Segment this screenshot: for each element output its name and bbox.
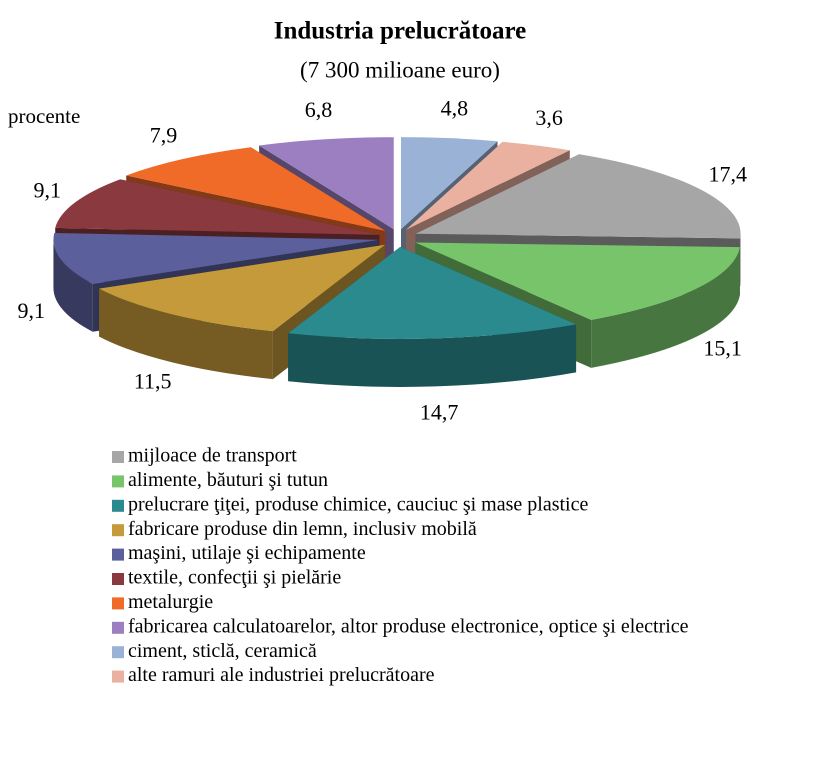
slice-wall [288, 324, 577, 387]
data-label: 9,1 [18, 298, 46, 323]
slice [99, 244, 385, 332]
slice [53, 232, 379, 284]
legend-swatch [112, 646, 124, 659]
legend-label: fabricare produse din lemn, inclusiv mob… [128, 518, 477, 540]
slice [415, 242, 740, 320]
data-label: 6,8 [305, 97, 333, 122]
data-label: 15,1 [703, 336, 742, 361]
slice-wall [591, 247, 740, 368]
data-label: 11,5 [134, 369, 172, 394]
legend-swatch [112, 524, 124, 537]
slice [259, 137, 394, 230]
data-label: 3,6 [535, 105, 563, 130]
data-label: 9,1 [33, 177, 61, 202]
legend-swatch [112, 451, 124, 463]
data-label: 17,4 [708, 162, 747, 187]
slice [415, 154, 741, 239]
legend-label: textile, confecţii şi pielărie [128, 567, 341, 589]
legend-label: metalurgie [128, 591, 213, 613]
data-label: 14,7 [420, 399, 459, 424]
legend-label: maşini, utilaje şi echipamente [128, 542, 366, 564]
slice-wall [53, 239, 93, 332]
data-label: 4,8 [441, 96, 469, 121]
slice [401, 137, 498, 230]
slice [55, 179, 380, 235]
legend-label: alimente, băuturi şi tutun [128, 469, 328, 491]
legend-label: ciment, sticlă, ceramică [128, 640, 317, 662]
legend-swatch [112, 499, 124, 512]
legend-swatch [112, 475, 124, 488]
legend-label: fabricarea calculatoarelor, altor produs… [128, 615, 689, 637]
slice [406, 141, 570, 230]
data-label: 7,9 [150, 122, 178, 147]
legend-label: prelucrare ţiţei, produse chimice, cauci… [128, 493, 588, 515]
slice [126, 147, 386, 231]
legend-swatch [112, 573, 124, 585]
legend-swatch [112, 670, 124, 683]
slice [288, 246, 577, 339]
legend-swatch [112, 548, 124, 561]
slice-wall [99, 288, 273, 380]
legend-label: mijloace de transport [128, 445, 297, 467]
legend-label: alte ramuri ale industriei prelucrătoare [128, 664, 435, 686]
legend-swatch [112, 597, 124, 610]
chart-title: Industria prelucrătoare [274, 18, 527, 45]
unit-label: procente [8, 104, 80, 128]
chart-subtitle: (7 300 milioane euro) [300, 57, 500, 82]
legend-swatch [112, 621, 124, 634]
